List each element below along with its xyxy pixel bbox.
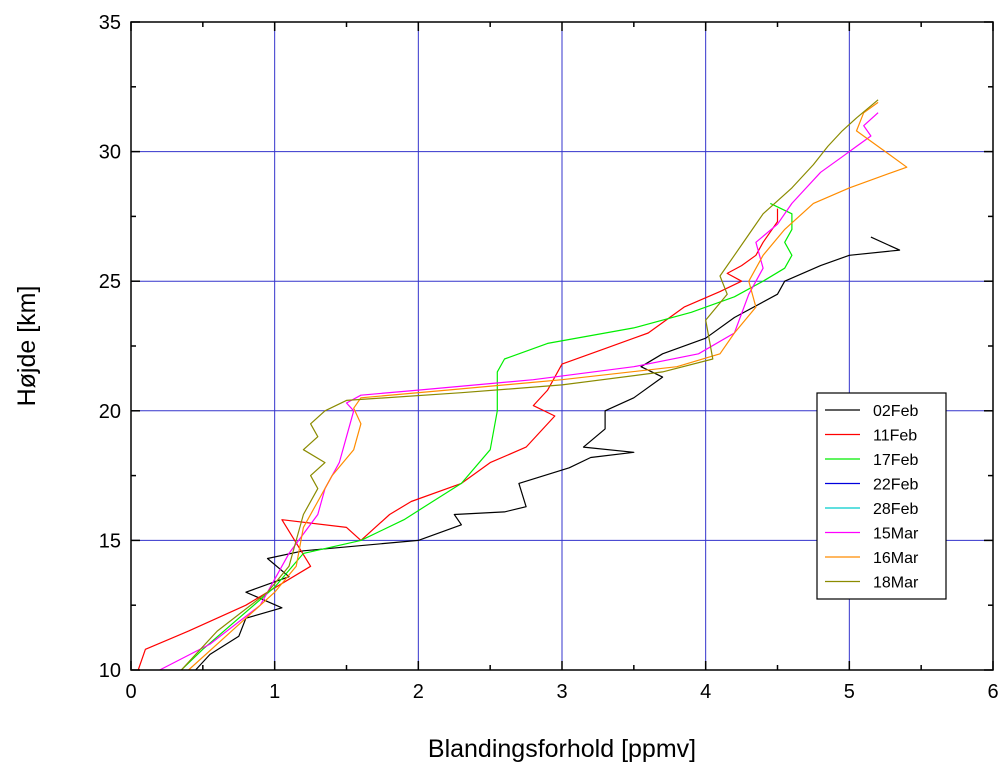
x-tick-label: 6 xyxy=(987,681,998,703)
y-tick-label: 20 xyxy=(99,401,121,423)
x-tick-label: 5 xyxy=(844,681,855,703)
x-axis-title: Blandingsforhold [ppmv] xyxy=(428,735,696,763)
x-tick-label: 3 xyxy=(556,681,567,703)
legend-label: 15Mar xyxy=(873,526,919,543)
y-tick-label: 30 xyxy=(99,142,121,164)
legend: 02Feb 11Feb 17Feb 22Feb 28Feb 15Mar 16Mar 18Mar xyxy=(816,392,947,600)
y-tick-label: 10 xyxy=(99,660,121,682)
legend-box xyxy=(816,392,947,600)
series-line-17Feb xyxy=(180,202,793,671)
x-tick-label: 0 xyxy=(125,681,136,703)
x-tick-label: 1 xyxy=(269,681,280,703)
legend-label: 16Mar xyxy=(873,550,919,567)
legend-label: 11Feb xyxy=(873,428,917,445)
legend-label: 02Feb xyxy=(873,403,918,420)
legend-label: 22Feb xyxy=(873,477,918,494)
y-axis-title: Højde [km] xyxy=(13,286,41,407)
series-line-02Feb xyxy=(195,236,901,671)
legend-label: 17Feb xyxy=(873,452,918,469)
ticks xyxy=(130,21,994,671)
series-layer xyxy=(137,99,908,671)
series-line-16Mar xyxy=(188,101,908,671)
x-tick-label: 2 xyxy=(413,681,424,703)
legend-label: 28Feb xyxy=(873,501,918,518)
series-line-18Mar xyxy=(180,99,879,671)
legend-label: 18Mar xyxy=(873,575,919,592)
tick-labels: 0 1 2 3 4 5 6 10 15 20 25 30 35 xyxy=(99,12,999,703)
y-tick-label: 25 xyxy=(99,271,121,293)
x-tick-label: 4 xyxy=(700,681,711,703)
series-line-15Mar xyxy=(159,112,879,671)
y-tick-label: 35 xyxy=(99,12,121,34)
y-tick-label: 15 xyxy=(99,530,121,552)
